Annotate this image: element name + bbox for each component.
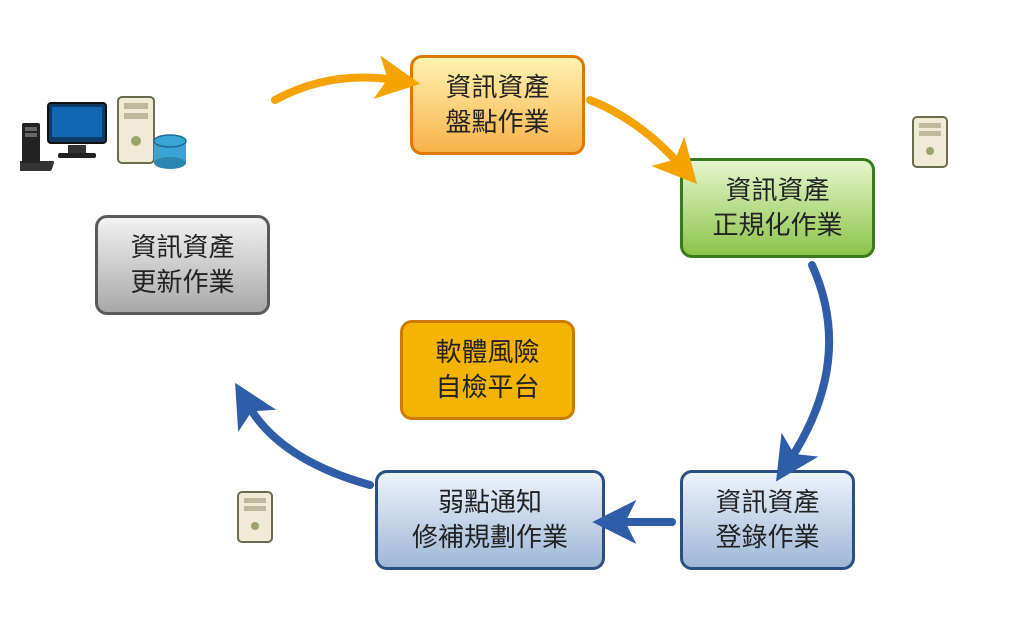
node-platform: 軟體風險 自檢平台 — [400, 320, 575, 420]
node-platform-line1: 軟體風險 — [435, 335, 539, 370]
arrow-normalize — [590, 100, 680, 165]
desktop-server-icon — [20, 95, 195, 185]
node-platform-line2: 自檢平台 — [435, 370, 539, 405]
arrow-register — [790, 265, 829, 460]
node-vuln-line1: 弱點通知 — [438, 485, 542, 520]
node-update-line1: 資訊資產 — [130, 230, 234, 265]
node-update: 資訊資產 更新作業 — [95, 215, 270, 315]
node-vuln: 弱點通知 修補規劃作業 — [375, 470, 605, 570]
arrow-update — [248, 405, 370, 485]
node-normalize-line1: 資訊資產 — [725, 173, 829, 208]
node-register: 資訊資產 登錄作業 — [680, 470, 855, 570]
node-inventory-line2: 盤點作業 — [445, 105, 549, 140]
node-normalize-line2: 正規化作業 — [712, 208, 842, 243]
node-inventory-line1: 資訊資產 — [445, 70, 549, 105]
node-update-line2: 更新作業 — [130, 265, 234, 300]
node-vuln-line2: 修補規劃作業 — [412, 520, 568, 555]
node-register-line1: 資訊資產 — [715, 485, 819, 520]
arrow-inventory — [275, 78, 395, 101]
node-inventory: 資訊資產 盤點作業 — [410, 55, 585, 155]
node-register-line2: 登錄作業 — [715, 520, 819, 555]
server-icon — [235, 490, 275, 545]
server-icon — [910, 115, 950, 170]
node-normalize: 資訊資產 正規化作業 — [680, 158, 875, 258]
